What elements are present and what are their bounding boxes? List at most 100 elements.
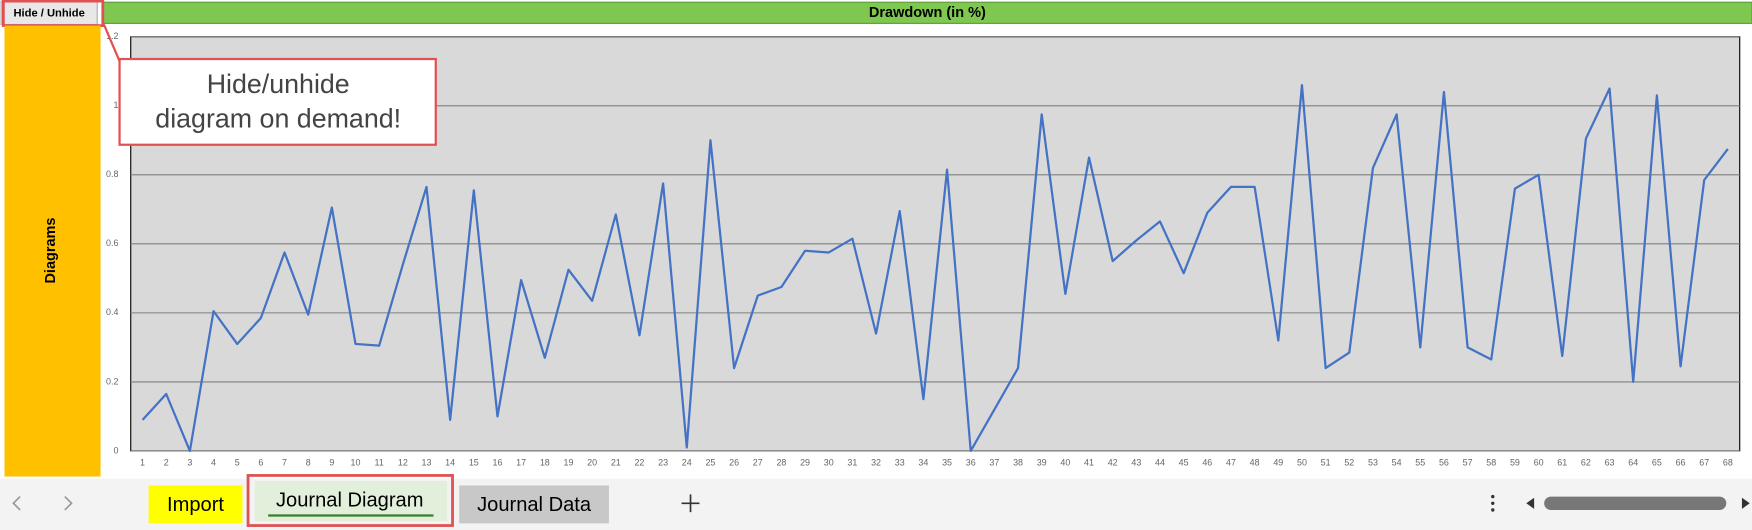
x-tick-label: 65 xyxy=(1652,458,1662,468)
tab[interactable] xyxy=(148,485,243,524)
x-tick-label: 68 xyxy=(1723,458,1733,468)
tab-label[interactable]: Journal Data xyxy=(477,494,592,516)
x-tick-label: 58 xyxy=(1486,458,1496,468)
tab-label[interactable]: Import xyxy=(167,494,224,516)
x-tick-label: 19 xyxy=(563,458,573,468)
x-tick-label: 38 xyxy=(1013,458,1023,468)
next-icon[interactable] xyxy=(64,496,73,511)
x-tick-label: 47 xyxy=(1226,458,1236,468)
data-line xyxy=(141,83,1729,453)
y-tick-label: 1.2 xyxy=(106,31,118,41)
x-tick-label: 18 xyxy=(540,458,550,468)
scroll-thumb[interactable] xyxy=(1544,496,1727,510)
x-tick-label: 32 xyxy=(871,458,881,468)
tab-label[interactable]: Journal Diagram xyxy=(276,489,423,511)
scroll-right[interactable] xyxy=(1741,497,1750,509)
x-tick-label: 28 xyxy=(776,458,786,468)
x-tick-label: 52 xyxy=(1344,458,1354,468)
tab[interactable] xyxy=(459,485,609,524)
tab[interactable] xyxy=(254,481,447,522)
x-tick-label: 30 xyxy=(824,458,834,468)
scroll-left[interactable] xyxy=(1526,497,1535,509)
callout xyxy=(118,57,437,146)
x-tick-label: 31 xyxy=(847,458,857,468)
x-tick-label: 42 xyxy=(1108,458,1118,468)
x-tick-label: 44 xyxy=(1155,458,1165,468)
x-tick-label: 49 xyxy=(1273,458,1283,468)
x-tick-label: 62 xyxy=(1581,458,1591,468)
x-tick-label: 26 xyxy=(729,458,739,468)
x-tick-label: 63 xyxy=(1605,458,1615,468)
x-tick-label: 23 xyxy=(658,458,668,468)
x-tick-label: 39 xyxy=(1037,458,1047,468)
x-tick-label: 9 xyxy=(329,458,334,468)
chart: 00.20.40.60.811.21 2 3 4 5 6 7 8 9 10 11 12 13 14 15 16… xyxy=(106,31,1740,468)
y-tick-label: 0.2 xyxy=(106,376,118,386)
hide-button-label[interactable]: Hide / Unhide xyxy=(14,7,85,19)
x-tick-label: 53 xyxy=(1368,458,1378,468)
x-tick-label: 21 xyxy=(611,458,621,468)
menu-icon[interactable] xyxy=(1491,494,1495,512)
x-tick-label: 37 xyxy=(989,458,999,468)
x-tick-label: 7 xyxy=(282,458,287,468)
x-tick-label: 34 xyxy=(918,458,928,468)
x-tick-label: 17 xyxy=(516,458,526,468)
x-tick-label: 56 xyxy=(1439,458,1449,468)
x-tick-label: 66 xyxy=(1676,458,1686,468)
x-tick-label: 13 xyxy=(422,458,432,468)
highlight xyxy=(246,474,454,527)
x-tick-label: 25 xyxy=(705,458,715,468)
x-tick-label: 57 xyxy=(1463,458,1473,468)
x-tick-label: 16 xyxy=(493,458,503,468)
x-tick-label: 54 xyxy=(1392,458,1402,468)
x-tick-label: 11 xyxy=(375,458,384,468)
x-tick-label: 27 xyxy=(753,458,763,468)
x-tick-label: 35 xyxy=(942,458,952,468)
x-tick-label: 29 xyxy=(800,458,810,468)
x-tick-label: 20 xyxy=(587,458,597,468)
x-tick-label: 40 xyxy=(1060,458,1070,468)
x-tick-label: 50 xyxy=(1297,458,1307,468)
x-tick-label: 1 xyxy=(140,458,145,468)
x-tick-label: 64 xyxy=(1628,458,1638,468)
x-tick-label: 51 xyxy=(1321,458,1331,468)
x-tick-label: 10 xyxy=(351,458,361,468)
x-tick-label: 14 xyxy=(445,458,455,468)
x-tick-label: 22 xyxy=(634,458,644,468)
x-tick-label: 43 xyxy=(1131,458,1141,468)
x-tick-label: 67 xyxy=(1699,458,1709,468)
x-tick-label: 59 xyxy=(1510,458,1520,468)
y-tick-label: 0.8 xyxy=(106,169,118,179)
x-tick-label: 60 xyxy=(1534,458,1544,468)
chart-title: Drawdown (in %) xyxy=(869,5,986,21)
x-tick-label: 24 xyxy=(682,458,692,468)
x-tick-label: 12 xyxy=(398,458,408,468)
y-tick-label: 1 xyxy=(113,100,118,110)
x-tick-label: 48 xyxy=(1250,458,1260,468)
side-panel xyxy=(4,25,101,477)
x-tick-label: 55 xyxy=(1415,458,1425,468)
x-tick-label: 8 xyxy=(306,458,311,468)
x-tick-label: 33 xyxy=(895,458,905,468)
x-tick-label: 3 xyxy=(187,458,192,468)
x-tick-label: 36 xyxy=(966,458,976,468)
y-tick-label: 0.4 xyxy=(106,307,118,317)
add-sheet-icon[interactable] xyxy=(681,494,700,513)
callout-text: Hide/unhide xyxy=(207,69,350,99)
y-tick-label: 0.6 xyxy=(106,238,118,248)
x-tick-label: 6 xyxy=(258,458,263,468)
callout-text: diagram on demand! xyxy=(155,103,401,133)
y-tick-label: 0 xyxy=(113,445,118,455)
x-tick-label: 61 xyxy=(1557,458,1567,468)
x-tick-label: 15 xyxy=(469,458,479,468)
x-tick-label: 2 xyxy=(164,458,169,468)
callout-arrow xyxy=(102,24,121,62)
x-tick-label: 41 xyxy=(1084,458,1094,468)
x-tick-label: 45 xyxy=(1179,458,1189,468)
side-label: Diagrams xyxy=(43,218,59,284)
x-tick-label: 5 xyxy=(235,458,240,468)
x-tick-label: 46 xyxy=(1202,458,1212,468)
x-tick-label: 4 xyxy=(211,458,216,468)
prev-icon[interactable] xyxy=(12,496,21,511)
